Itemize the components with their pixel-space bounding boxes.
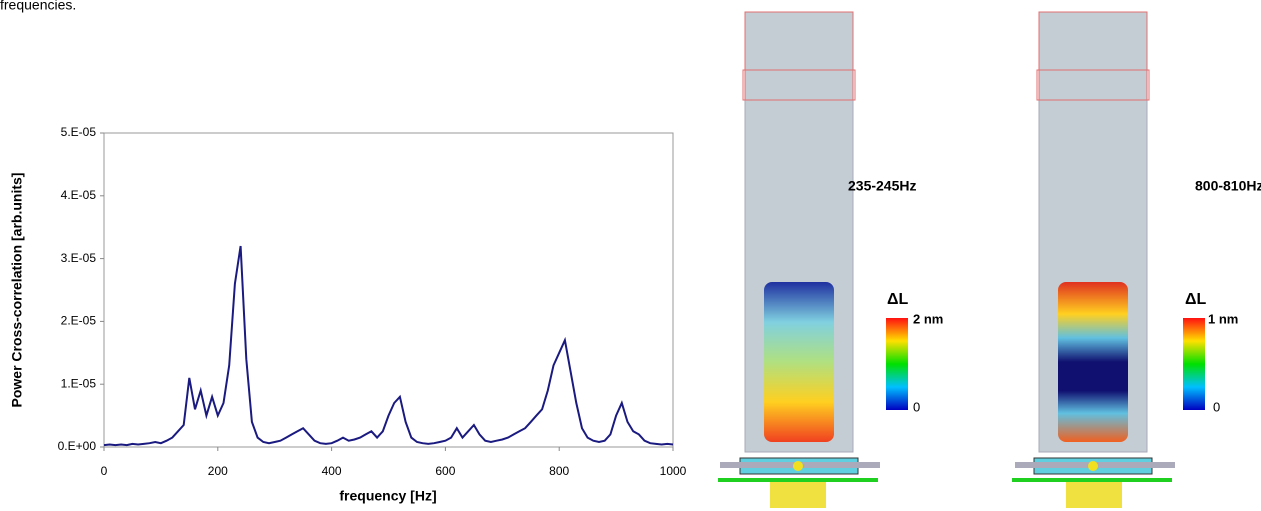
- strain-map: [1058, 282, 1128, 442]
- plate: [718, 478, 878, 482]
- y-tick-label: 2.E-05: [61, 314, 97, 328]
- quantity-label: ΔL: [887, 291, 909, 308]
- mount: [770, 482, 826, 508]
- marker: [1088, 461, 1098, 471]
- y-axis-label: Power Cross-correlation [arb.units]: [9, 173, 25, 408]
- y-tick-label: 0.E+00: [58, 439, 97, 453]
- quantity-label: ΔL: [1185, 291, 1207, 308]
- panel: 800-810Hz ΔL 1 nm 0: [1012, 12, 1261, 508]
- panel: 235-245Hz ΔL 2 nm 0: [718, 12, 943, 508]
- colorbar: [1183, 318, 1205, 410]
- colorbar-max: 2 nm: [913, 311, 943, 326]
- x-tick-label: 600: [435, 464, 455, 478]
- colorbar-min: 0: [913, 399, 920, 414]
- band-label: 800-810Hz: [1195, 178, 1261, 194]
- x-tick-label: 200: [208, 464, 228, 478]
- plot-frame: [104, 133, 673, 447]
- caption-fragment: frequencies.: [0, 0, 76, 13]
- colorbar: [886, 318, 908, 410]
- x-tick-label: 1000: [660, 464, 687, 478]
- marker: [793, 461, 803, 471]
- x-axis-label: frequency [Hz]: [339, 488, 436, 504]
- band-label: 235-245Hz: [848, 178, 917, 194]
- series-line: [104, 246, 673, 445]
- figure: frequencies. frequency [Hz] Power Cross-…: [0, 0, 1261, 511]
- strain-map: [764, 282, 834, 442]
- colorbar-max: 1 nm: [1208, 311, 1238, 326]
- plate: [1012, 478, 1172, 482]
- y-tick-label: 3.E-05: [61, 251, 97, 265]
- x-tick-label: 0: [101, 464, 108, 478]
- x-tick-label: 400: [322, 464, 342, 478]
- y-tick-label: 4.E-05: [61, 188, 97, 202]
- x-tick-label: 800: [549, 464, 569, 478]
- colorbar-min: 0: [1213, 399, 1220, 414]
- y-tick-label: 5.E-05: [61, 125, 97, 139]
- mount: [1066, 482, 1122, 508]
- y-tick-label: 1.E-05: [61, 376, 97, 390]
